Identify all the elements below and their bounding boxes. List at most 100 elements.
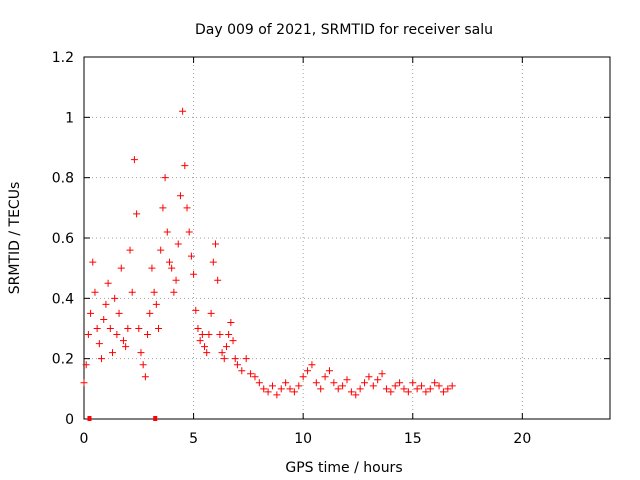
- data-point: [130, 156, 138, 164]
- data-point: [222, 343, 230, 351]
- data-point: [260, 385, 268, 393]
- data-point: [247, 370, 255, 378]
- data-point: [242, 355, 250, 363]
- data-point: [187, 252, 195, 260]
- data-point: [152, 300, 160, 308]
- data-point: [295, 382, 303, 390]
- data-point: [374, 376, 382, 384]
- data-point: [192, 306, 200, 314]
- x-tick-label: 5: [189, 431, 198, 447]
- data-point: [413, 385, 421, 393]
- data-point: [382, 385, 390, 393]
- data-point: [207, 309, 215, 317]
- data-point: [227, 318, 235, 326]
- data-point: [330, 379, 338, 387]
- data-point: [214, 276, 222, 284]
- y-tick-label: 0: [65, 412, 74, 428]
- data-point: [82, 361, 90, 369]
- data-point: [196, 337, 204, 345]
- data-point: [185, 228, 193, 236]
- data-point: [89, 258, 97, 266]
- data-point: [391, 382, 399, 390]
- data-point: [238, 367, 246, 375]
- data-point: [87, 309, 95, 317]
- data-point: [198, 331, 206, 339]
- data-point: [225, 331, 233, 339]
- data-point: [255, 379, 263, 387]
- x-tick-label: 20: [513, 431, 531, 447]
- chart-title: Day 009 of 2021, SRMTID for receiver sal…: [195, 22, 493, 38]
- data-point: [117, 264, 125, 272]
- y-axis-label: SRMTID / TECUs: [7, 182, 23, 295]
- data-point: [203, 349, 211, 357]
- data-point: [124, 325, 132, 332]
- data-point: [95, 340, 103, 348]
- data-point: [150, 288, 158, 296]
- data-point: [176, 192, 184, 200]
- data-point: [264, 388, 272, 396]
- data-point: [139, 361, 147, 369]
- data-point: [108, 349, 116, 357]
- y-tick-label: 1.2: [52, 50, 74, 66]
- data-point: [155, 325, 163, 332]
- data-point: [128, 288, 136, 296]
- data-point: [115, 309, 123, 317]
- grid-lines: [84, 57, 610, 419]
- data-point: [91, 288, 99, 296]
- data-point: [334, 385, 342, 393]
- data-point: [183, 204, 191, 212]
- data-point: [179, 107, 187, 115]
- data-point: [365, 373, 373, 381]
- data-point: [170, 288, 178, 296]
- y-tick-label: 0.4: [52, 291, 74, 307]
- data-point: [352, 391, 360, 399]
- data-point: [106, 325, 114, 332]
- data-point: [282, 379, 290, 387]
- data-point: [157, 246, 165, 254]
- data-point: [163, 228, 171, 236]
- data-point: [387, 388, 395, 396]
- data-point: [231, 355, 239, 363]
- y-tick-label: 0.8: [52, 171, 74, 187]
- data-point: [146, 309, 154, 317]
- data-point: [119, 337, 127, 345]
- x-tick-label: 15: [404, 431, 422, 447]
- data-point: [325, 367, 333, 375]
- data-point: [299, 373, 307, 381]
- zero-marker: [87, 416, 92, 421]
- data-point: [165, 258, 173, 266]
- data-point: [317, 385, 325, 393]
- data-point: [439, 388, 447, 396]
- data-point: [356, 385, 364, 393]
- data-point: [369, 382, 377, 390]
- data-point: [218, 349, 226, 357]
- data-point: [321, 373, 329, 381]
- data-point: [93, 325, 101, 332]
- data-point: [100, 315, 108, 323]
- data-point: [378, 370, 386, 378]
- y-tick-label: 1: [65, 110, 74, 126]
- data-point: [233, 361, 241, 369]
- data-point: [444, 385, 452, 393]
- data-point: [113, 331, 121, 339]
- x-axis-label: GPS time / hours: [285, 460, 402, 476]
- data-point: [229, 337, 237, 345]
- data-point: [181, 162, 189, 170]
- data-point: [404, 388, 412, 396]
- data-point: [98, 355, 106, 363]
- data-point: [209, 258, 217, 266]
- data-point: [174, 240, 182, 248]
- data-point: [409, 379, 417, 387]
- data-point: [102, 300, 110, 308]
- data-point: [111, 294, 119, 302]
- data-point: [212, 240, 219, 248]
- data-point: [251, 373, 259, 381]
- axis-ticks: 0 5 10 15 20 0 0.2 0.4 0.6 0.8 1 1.2: [52, 50, 610, 447]
- data-point: [290, 388, 298, 396]
- data-point: [135, 325, 143, 332]
- data-point: [304, 367, 312, 375]
- data-point: [159, 204, 167, 212]
- data-point: [343, 376, 351, 384]
- data-point: [448, 382, 456, 390]
